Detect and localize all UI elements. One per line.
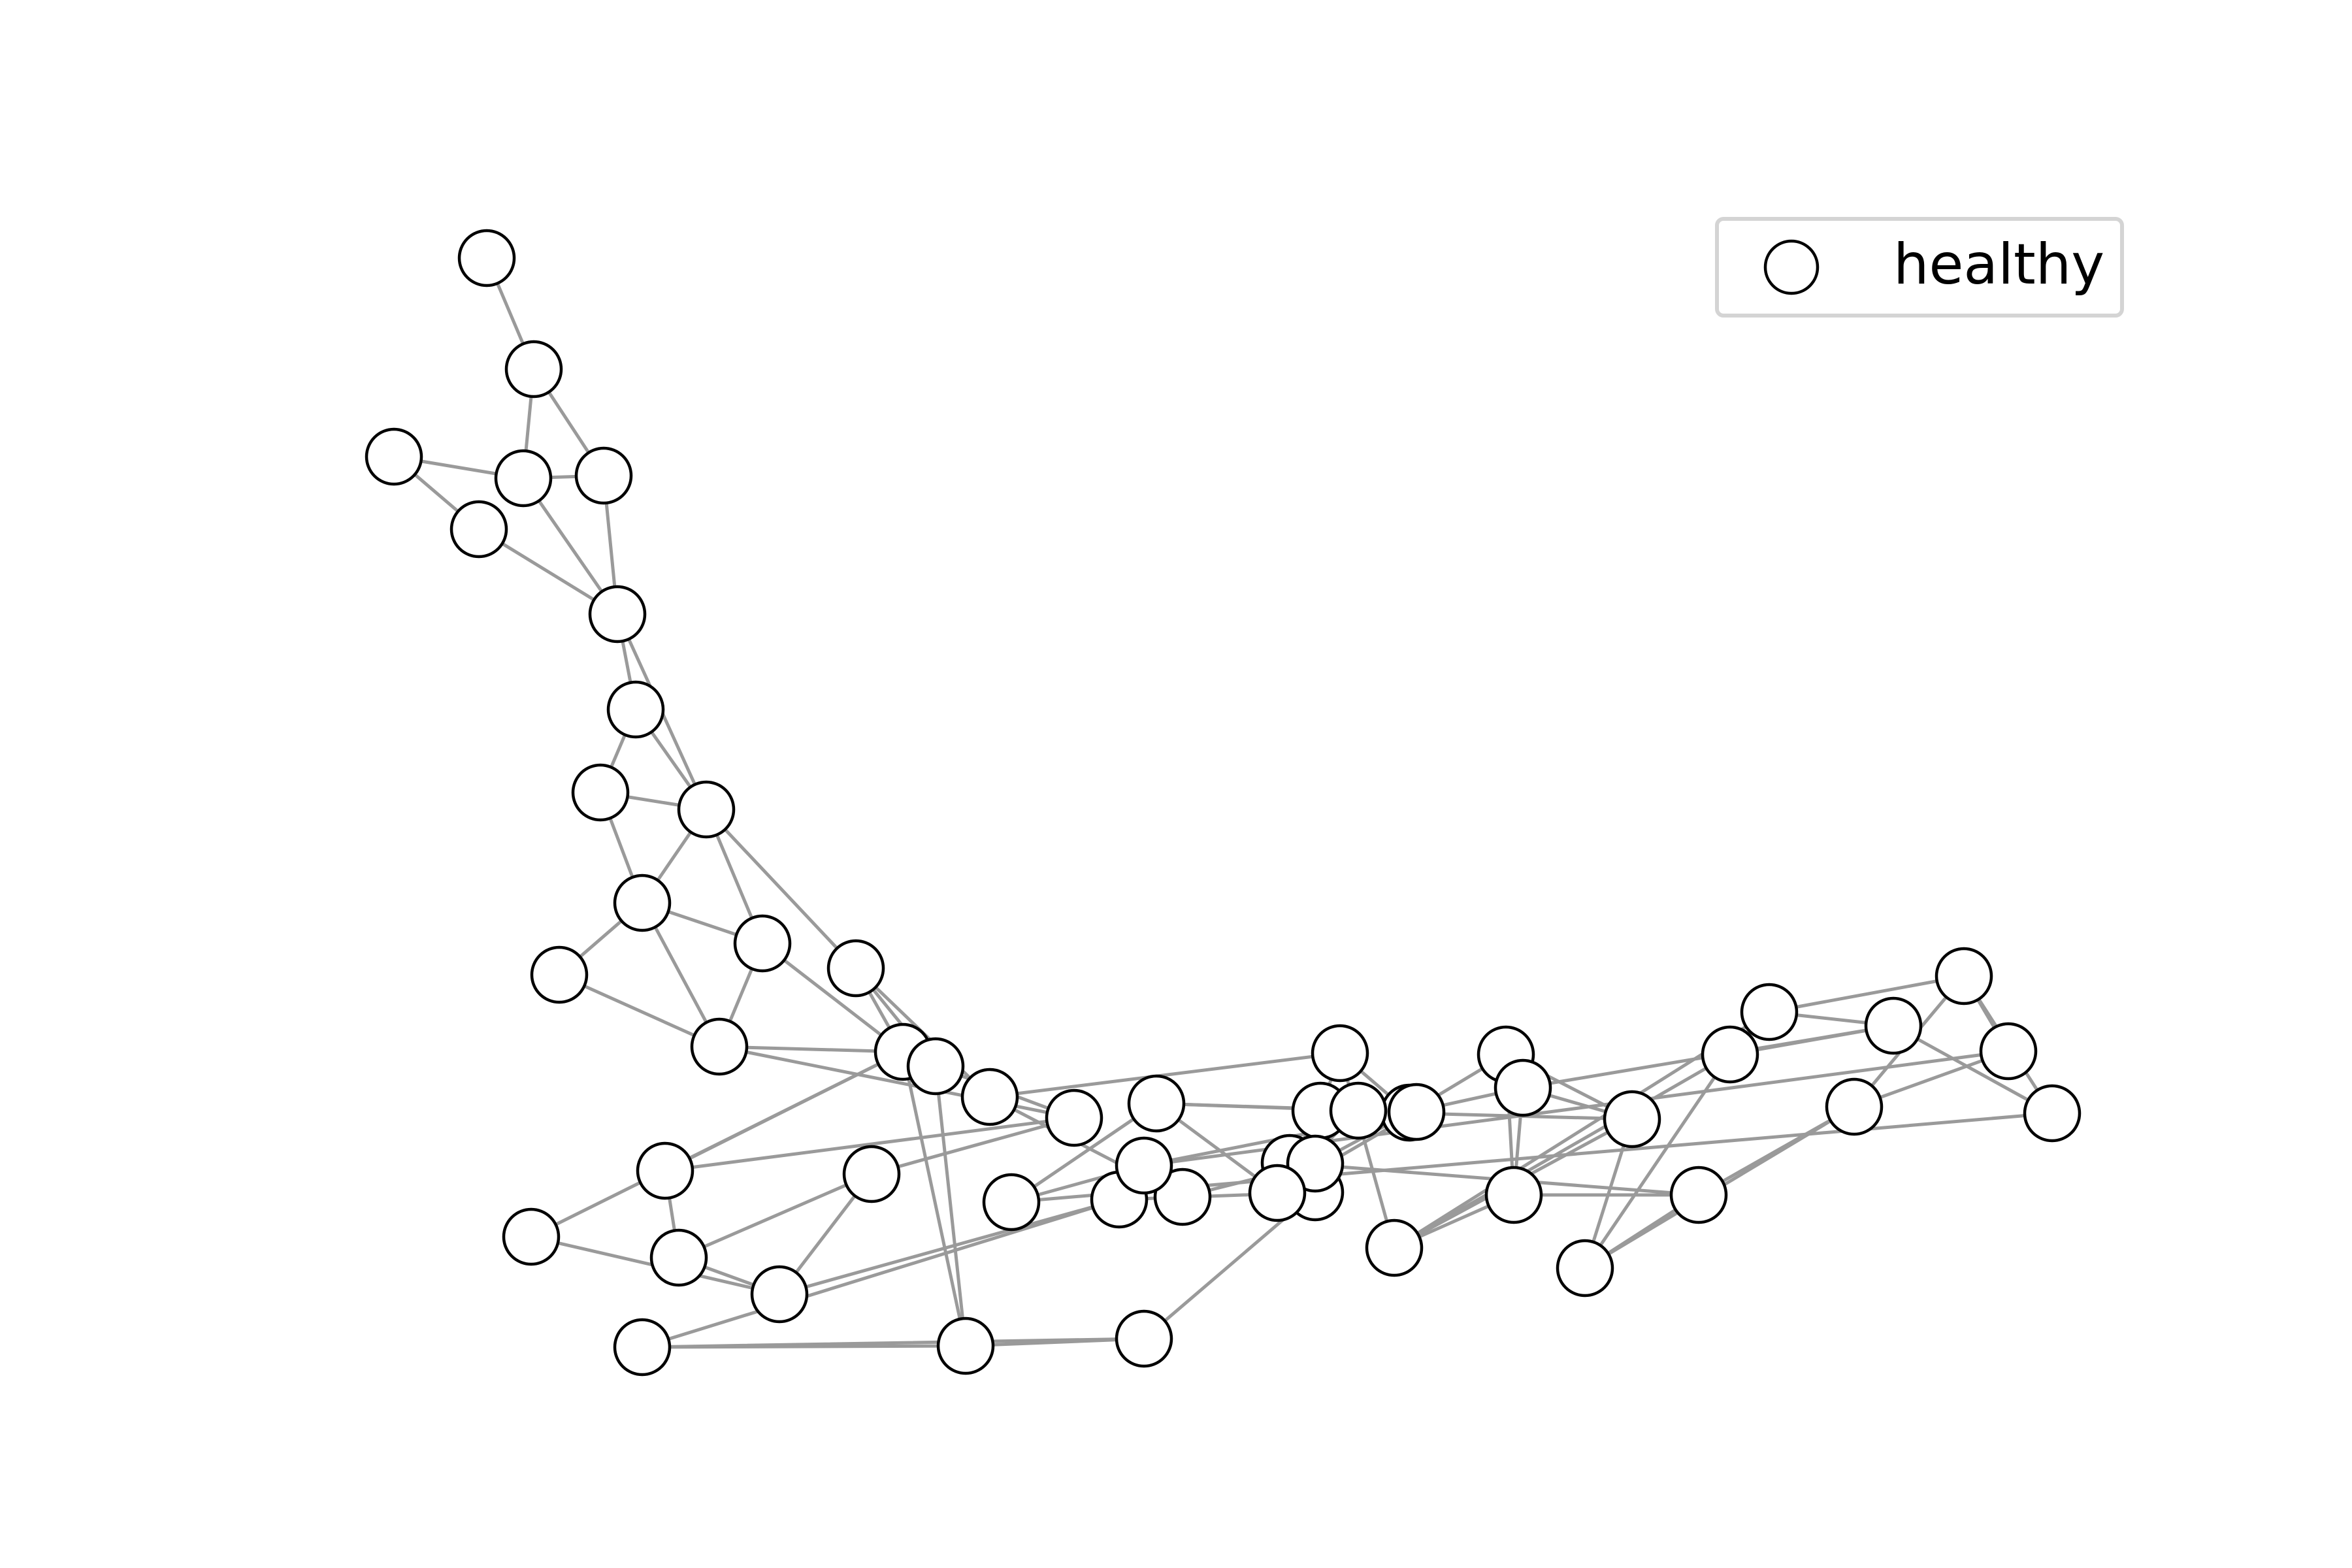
graph-node: [1153, 1168, 1212, 1226]
graph-node: [1935, 947, 1993, 1005]
graph-node: [1701, 1025, 1759, 1084]
graph-node: [2023, 1084, 2082, 1143]
graph-node: [613, 1318, 672, 1377]
graph-node: [449, 500, 508, 559]
graph-edge: [777, 1198, 1121, 1296]
graph-node: [530, 945, 589, 1004]
graph-edge: [717, 1045, 905, 1054]
graph-edge: [1392, 1053, 1732, 1250]
graph-node: [677, 780, 736, 839]
graph-edge: [557, 973, 721, 1049]
graph-node: [960, 1068, 1019, 1126]
graph-node: [588, 585, 647, 644]
graph-edge: [677, 1172, 874, 1260]
graph-node: [750, 1265, 809, 1324]
graph-node: [574, 446, 633, 505]
graph-node: [1740, 983, 1799, 1041]
graph-node: [494, 449, 553, 508]
legend: healthy: [1715, 217, 2124, 318]
graph-node: [906, 1037, 965, 1096]
graph-node: [1864, 996, 1923, 1055]
graph-node: [1329, 1081, 1388, 1140]
graph-edge: [901, 1050, 968, 1348]
graph-edge: [760, 941, 905, 1054]
graph-node: [1603, 1090, 1661, 1149]
graph-edge: [1583, 1053, 1732, 1270]
graph-node: [1669, 1166, 1728, 1224]
graph-node: [690, 1017, 749, 1076]
legend-marker-icon: [1763, 239, 1820, 295]
graph-node: [1979, 1022, 2038, 1081]
graph-node: [1127, 1074, 1186, 1133]
legend-label: healthy: [1893, 232, 2104, 297]
graph-node: [1311, 1024, 1369, 1083]
nodes-layer: [365, 229, 2082, 1377]
graph-node: [1387, 1083, 1446, 1141]
graph-edge: [529, 1050, 905, 1239]
graph-node: [1556, 1239, 1614, 1298]
graph-node: [1115, 1136, 1173, 1195]
graph-node: [1365, 1218, 1424, 1277]
legend-frame: [1715, 217, 2124, 318]
graph-node: [936, 1316, 995, 1375]
graph-node: [613, 874, 672, 932]
graph-node: [1045, 1088, 1103, 1147]
graph-node: [606, 680, 665, 739]
graph-node: [1115, 1309, 1173, 1368]
graph-node: [982, 1173, 1041, 1232]
graph-edge: [704, 808, 858, 970]
graph-node: [1494, 1058, 1552, 1117]
graph-edge: [640, 1337, 1146, 1349]
graph-edge: [640, 1198, 1121, 1349]
graph-node: [571, 763, 630, 822]
graph-node: [365, 427, 423, 486]
graph-node: [1248, 1164, 1307, 1222]
graph-edge: [1767, 974, 1966, 1014]
graph-node: [636, 1141, 694, 1200]
graph-edge: [663, 1116, 1076, 1173]
graph-edge: [1891, 1024, 2054, 1115]
graph-node: [1825, 1077, 1884, 1136]
graph-node: [502, 1207, 561, 1266]
graph-edge: [1009, 1102, 1158, 1204]
graph-edge: [988, 1051, 1342, 1099]
graph-node: [457, 229, 516, 287]
graph-node: [733, 914, 792, 973]
graph-edge: [934, 1064, 968, 1348]
graph-node: [649, 1228, 708, 1287]
graph-node: [826, 939, 885, 998]
graph-node: [504, 340, 563, 399]
graph-node: [1484, 1166, 1543, 1224]
graph-node: [842, 1145, 901, 1203]
graph-edge: [870, 1116, 1076, 1176]
